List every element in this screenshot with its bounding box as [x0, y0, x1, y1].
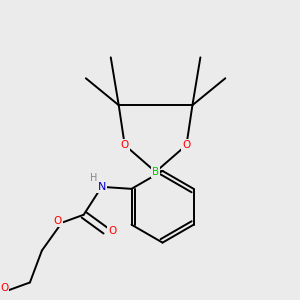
Text: O: O — [0, 284, 8, 293]
Text: O: O — [182, 140, 190, 150]
Text: O: O — [109, 226, 117, 236]
Text: O: O — [121, 140, 129, 150]
Text: O: O — [54, 216, 62, 226]
Text: N: N — [98, 182, 106, 192]
Text: H: H — [90, 173, 97, 183]
Text: B: B — [152, 167, 159, 177]
